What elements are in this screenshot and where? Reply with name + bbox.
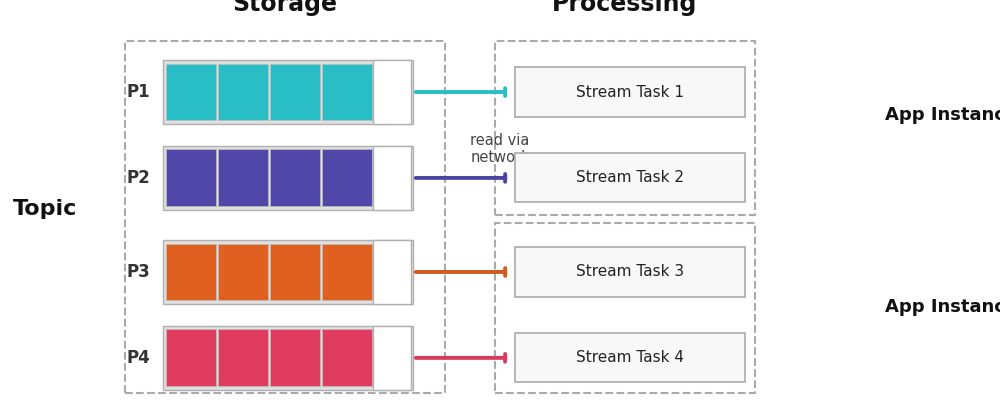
FancyBboxPatch shape bbox=[163, 326, 413, 389]
Text: ···: ··· bbox=[385, 85, 399, 99]
FancyBboxPatch shape bbox=[218, 330, 268, 386]
Text: Stream Task 3: Stream Task 3 bbox=[576, 265, 684, 279]
Text: P1: P1 bbox=[126, 83, 150, 101]
Text: Topic: Topic bbox=[13, 199, 77, 218]
Text: App Instance 1: App Instance 1 bbox=[885, 106, 1000, 124]
FancyBboxPatch shape bbox=[163, 240, 413, 303]
FancyBboxPatch shape bbox=[322, 150, 372, 207]
FancyBboxPatch shape bbox=[515, 247, 745, 297]
FancyBboxPatch shape bbox=[322, 243, 372, 300]
Text: App Instance 2: App Instance 2 bbox=[885, 298, 1000, 316]
Text: ···: ··· bbox=[385, 265, 399, 279]
FancyBboxPatch shape bbox=[515, 67, 745, 117]
FancyBboxPatch shape bbox=[163, 60, 413, 124]
Text: ···: ··· bbox=[385, 171, 399, 185]
FancyBboxPatch shape bbox=[270, 63, 320, 120]
FancyBboxPatch shape bbox=[373, 146, 411, 210]
FancyBboxPatch shape bbox=[373, 326, 411, 389]
Text: P2: P2 bbox=[126, 169, 150, 187]
Text: Processing: Processing bbox=[552, 0, 698, 16]
FancyBboxPatch shape bbox=[270, 330, 320, 386]
FancyBboxPatch shape bbox=[270, 150, 320, 207]
Text: Stream Task 1: Stream Task 1 bbox=[576, 85, 684, 99]
FancyBboxPatch shape bbox=[166, 243, 216, 300]
Text: Storage: Storage bbox=[232, 0, 338, 16]
Text: Stream Task 2: Stream Task 2 bbox=[576, 171, 684, 185]
FancyBboxPatch shape bbox=[322, 63, 372, 120]
FancyBboxPatch shape bbox=[166, 63, 216, 120]
Text: read via
network: read via network bbox=[470, 133, 530, 166]
FancyBboxPatch shape bbox=[515, 153, 745, 202]
FancyBboxPatch shape bbox=[163, 146, 413, 210]
Bar bbox=[495, 41, 755, 215]
Text: P4: P4 bbox=[126, 349, 150, 367]
FancyBboxPatch shape bbox=[322, 330, 372, 386]
Text: ···: ··· bbox=[385, 351, 399, 365]
Bar bbox=[495, 223, 755, 393]
Bar bbox=[125, 41, 445, 393]
FancyBboxPatch shape bbox=[166, 150, 216, 207]
Text: P3: P3 bbox=[126, 263, 150, 281]
FancyBboxPatch shape bbox=[166, 330, 216, 386]
FancyBboxPatch shape bbox=[373, 240, 411, 303]
FancyBboxPatch shape bbox=[218, 243, 268, 300]
FancyBboxPatch shape bbox=[515, 333, 745, 382]
FancyBboxPatch shape bbox=[270, 243, 320, 300]
FancyBboxPatch shape bbox=[218, 63, 268, 120]
FancyBboxPatch shape bbox=[218, 150, 268, 207]
Text: Stream Task 4: Stream Task 4 bbox=[576, 351, 684, 365]
FancyBboxPatch shape bbox=[373, 60, 411, 124]
